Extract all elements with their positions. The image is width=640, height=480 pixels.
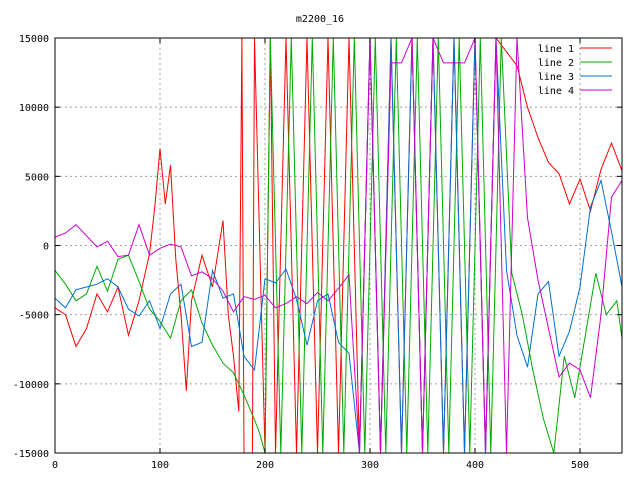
legend-label: line 1 — [538, 44, 574, 55]
series-line-3 — [55, 38, 622, 453]
chart-title: m2200_16 — [296, 14, 344, 25]
x-tick-label: 0 — [52, 460, 58, 471]
x-tick-label: 100 — [151, 460, 169, 471]
series-line-4 — [55, 38, 622, 453]
series-layer — [55, 38, 622, 453]
y-tick-label: 15000 — [19, 34, 49, 45]
axis-ticks: 0 100 200 300 400 500 -15000 -10000 -5000 0 5000 10… — [13, 34, 622, 471]
y-tick-label: 10000 — [19, 103, 49, 114]
grid — [55, 38, 622, 453]
x-tick-label: 500 — [571, 460, 589, 471]
legend-label: line 3 — [538, 72, 574, 83]
series-line-1 — [55, 38, 622, 453]
x-tick-label: 200 — [256, 460, 274, 471]
legend-label: line 4 — [538, 86, 574, 97]
y-tick-label: 0 — [43, 242, 49, 253]
y-tick-label: -5000 — [19, 311, 49, 322]
y-tick-label: -10000 — [13, 380, 49, 391]
y-tick-label: 5000 — [25, 172, 49, 183]
legend-label: line 2 — [538, 58, 574, 69]
x-tick-label: 300 — [361, 460, 379, 471]
x-tick-label: 400 — [466, 460, 484, 471]
legend: line 1 line 2 line 3 line 4 — [538, 44, 612, 97]
y-tick-label: -15000 — [13, 449, 49, 460]
